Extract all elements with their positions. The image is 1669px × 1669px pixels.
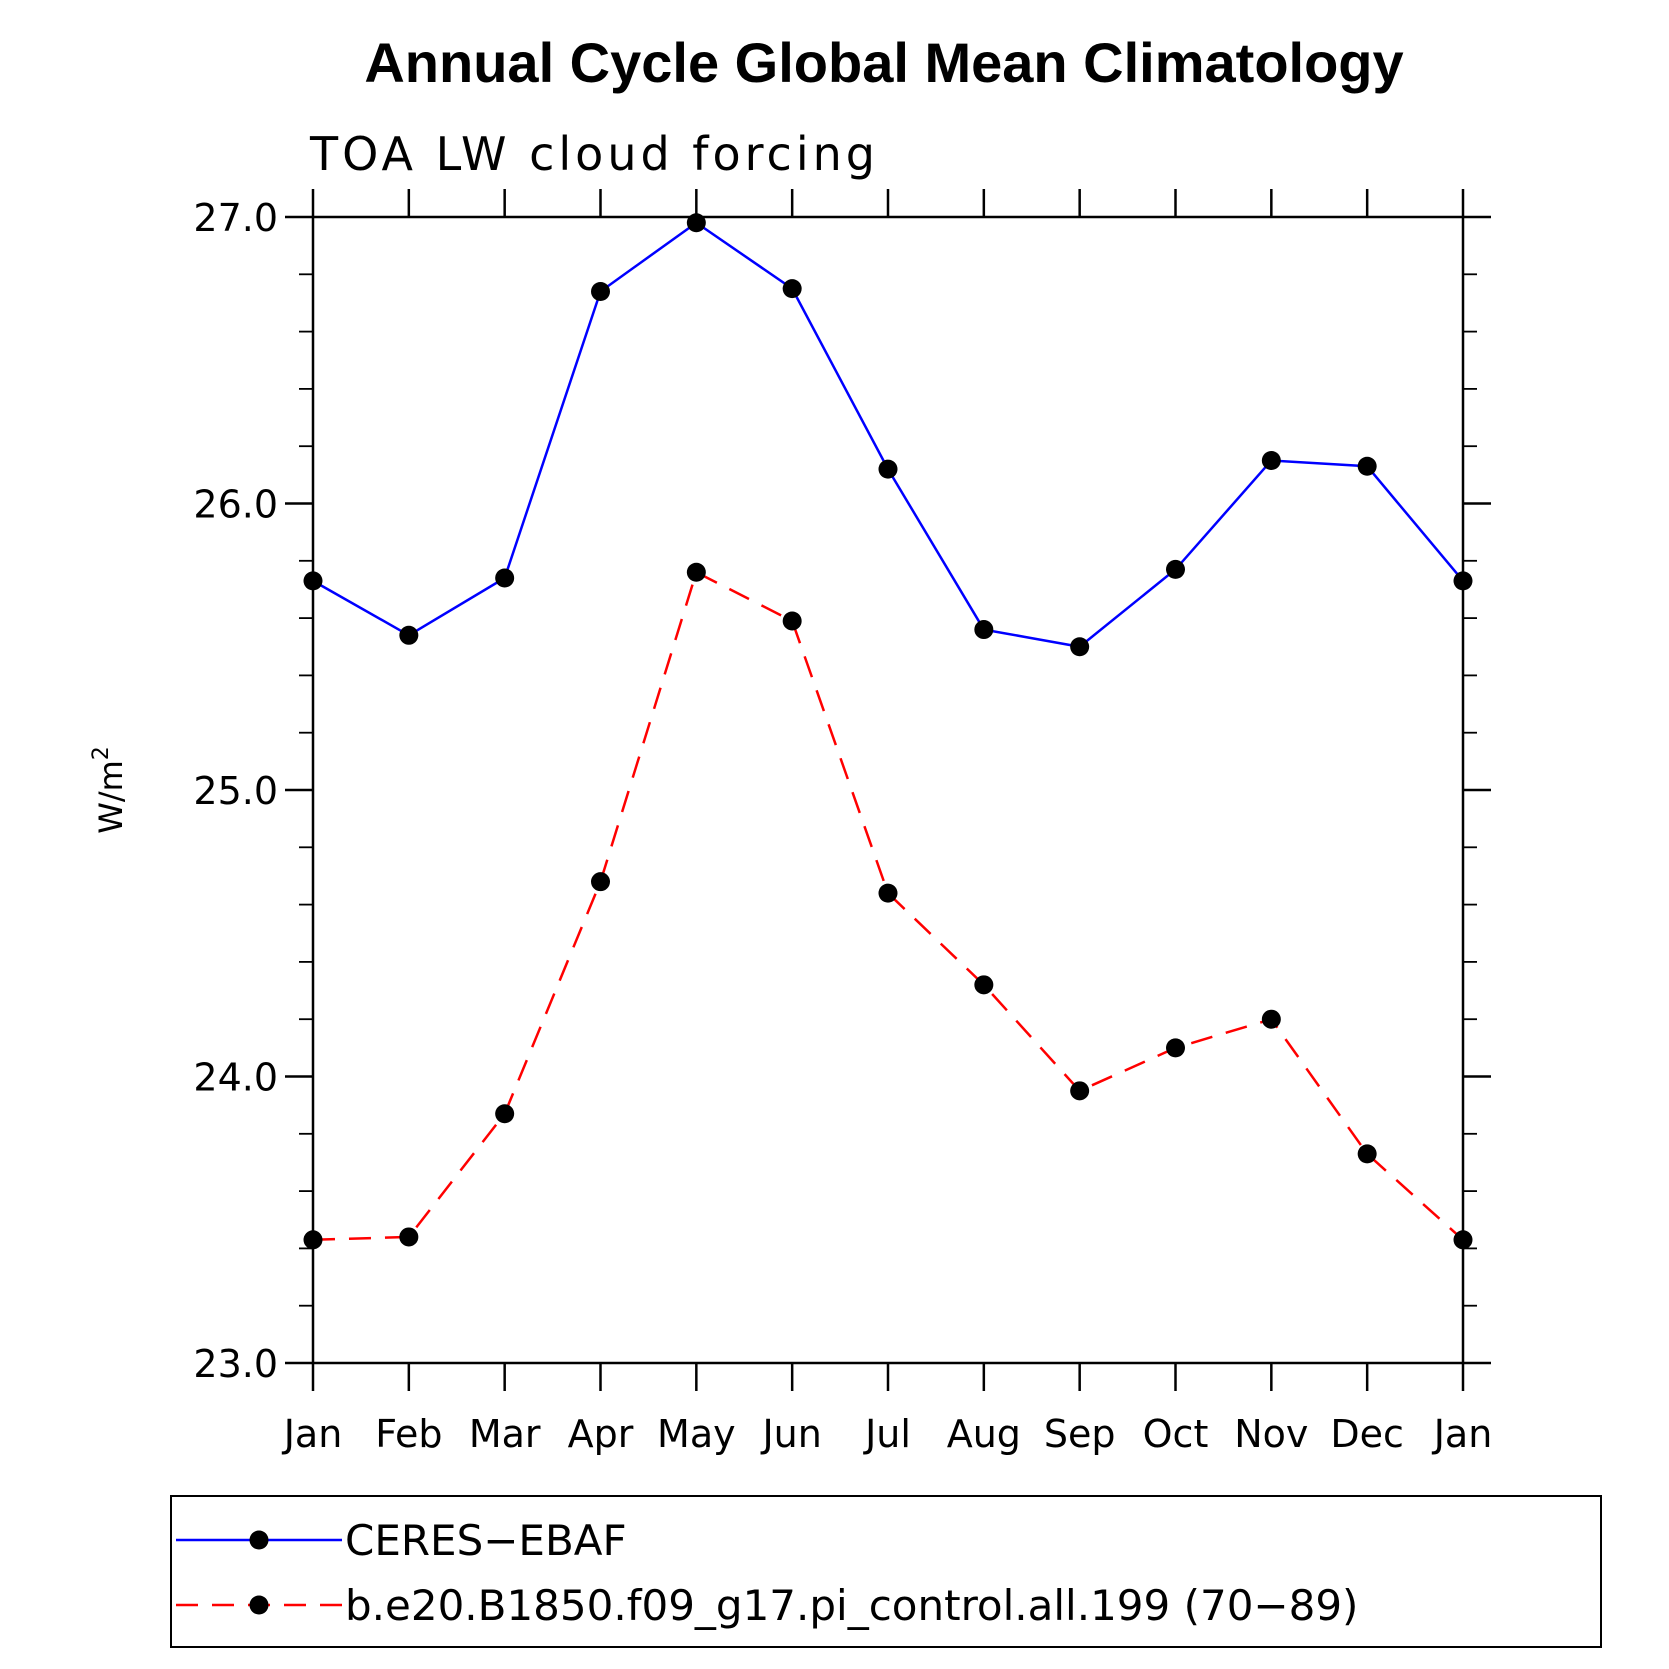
data-point — [495, 568, 515, 588]
y-tick-labels: 23.0 24.0 25.0 26.0 27.0 — [193, 196, 278, 1386]
chart-title: Annual Cycle Global Mean Climatology — [364, 31, 1403, 94]
data-point — [686, 213, 706, 233]
x-tick-label: Sep — [1044, 1412, 1116, 1456]
data-point — [686, 562, 706, 582]
data-point — [1070, 637, 1090, 657]
legend-marker — [249, 1530, 269, 1550]
legend-item: CERES−EBAF — [176, 1516, 627, 1565]
x-tick-label: Dec — [1330, 1412, 1404, 1456]
data-point — [303, 1230, 323, 1250]
y-axis-label-superscript: 2 — [89, 746, 114, 760]
data-point — [1070, 1081, 1090, 1101]
plot-frame — [311, 215, 1465, 1365]
series-layer — [303, 213, 1473, 1250]
legend-items: CERES−EBAF b.e20.B1850.f09_g17.pi_control… — [176, 1516, 1358, 1630]
legend-marker — [249, 1595, 269, 1615]
plot-border — [311, 215, 1465, 1365]
data-point — [1261, 1009, 1281, 1029]
y-tick-label: 24.0 — [193, 1056, 278, 1100]
y-tick-label: 23.0 — [193, 1342, 278, 1386]
y-axis-label-unit: W/m — [92, 760, 130, 834]
y-tick-label: 25.0 — [193, 769, 278, 813]
x-tick-label: Jan — [282, 1412, 343, 1456]
data-point — [1261, 451, 1281, 471]
legend-label: b.e20.B1850.f09_g17.pi_control.all.199 (… — [345, 1581, 1358, 1630]
data-point — [591, 281, 610, 301]
data-point — [399, 1227, 419, 1247]
series-2 — [303, 562, 1473, 1250]
data-point — [399, 625, 419, 645]
axis-ticks — [285, 189, 1491, 1391]
legend-label: CERES−EBAF — [345, 1516, 627, 1565]
data-point — [1357, 456, 1377, 476]
x-tick-labels: Jan Feb Mar Apr May Jun Jul Aug Sep Oct Nov Dec Jan — [282, 1412, 1493, 1456]
x-tick-label: Jan — [1432, 1412, 1493, 1456]
series-line — [312, 570, 1464, 1242]
x-tick-label: Apr — [568, 1412, 634, 1456]
data-point — [974, 975, 994, 995]
x-tick-label: Mar — [469, 1412, 541, 1456]
data-point — [1166, 559, 1185, 579]
y-tick-label: 27.0 — [193, 196, 278, 240]
series-line — [312, 221, 1464, 649]
data-point — [591, 872, 610, 892]
data-point — [878, 883, 898, 903]
legend-item: b.e20.B1850.f09_g17.pi_control.all.199 (… — [176, 1581, 1358, 1630]
x-tick-label: Nov — [1234, 1412, 1308, 1456]
data-point — [303, 571, 323, 591]
data-point — [1357, 1144, 1377, 1164]
data-point — [495, 1104, 515, 1124]
x-tick-label: Aug — [947, 1412, 1021, 1456]
x-tick-label: Oct — [1143, 1412, 1209, 1456]
data-point — [1453, 571, 1473, 591]
y-tick-label: 26.0 — [193, 483, 278, 527]
y-axis-label: W/m2 — [89, 746, 130, 834]
data-point — [974, 620, 994, 640]
x-tick-label: Feb — [375, 1412, 442, 1456]
data-point — [782, 279, 802, 299]
data-point — [1453, 1230, 1473, 1250]
x-tick-label: May — [657, 1412, 736, 1456]
data-point — [878, 459, 898, 479]
legend: CERES−EBAF b.e20.B1850.f09_g17.pi_control… — [170, 1495, 1602, 1648]
series-1 — [303, 213, 1473, 657]
x-tick-label: Jun — [760, 1412, 821, 1456]
data-point — [1166, 1038, 1185, 1058]
chart-subtitle: TOA LW cloud forcing — [309, 127, 879, 181]
x-tick-label: Jul — [863, 1412, 911, 1456]
legend-box — [170, 1495, 1602, 1648]
data-point — [782, 611, 802, 631]
